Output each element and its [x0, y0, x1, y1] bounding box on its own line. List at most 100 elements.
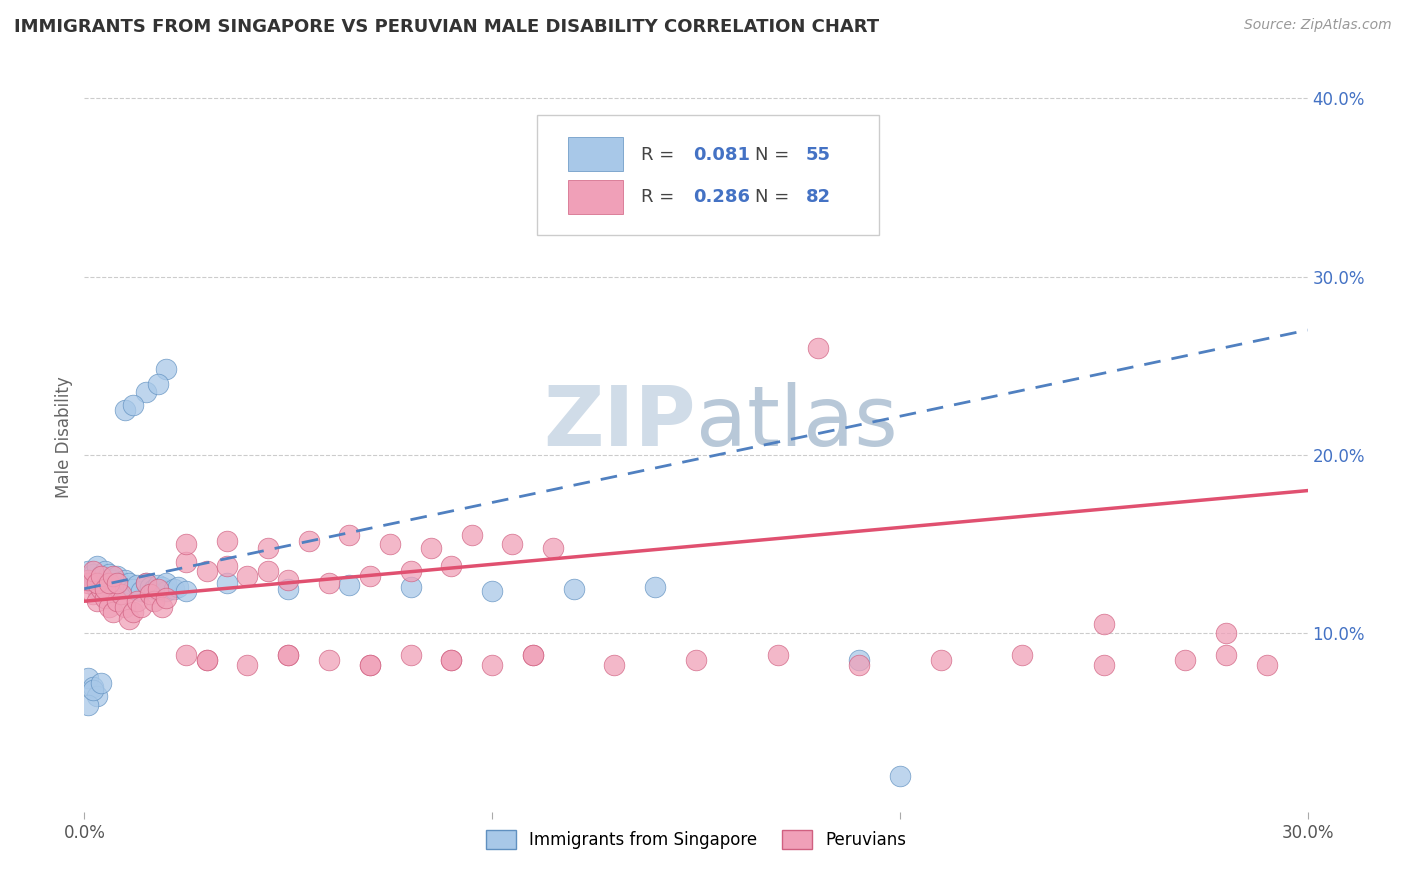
Point — [399, 580, 422, 594]
Point — [339, 578, 361, 592]
Point — [138, 587, 160, 601]
Point — [101, 573, 124, 587]
Point — [461, 528, 484, 542]
Point — [97, 576, 120, 591]
Point — [93, 582, 115, 596]
Point — [86, 558, 108, 573]
Point — [86, 689, 108, 703]
Point — [277, 573, 299, 587]
Point — [82, 576, 104, 591]
Point — [114, 582, 136, 596]
Point — [105, 576, 128, 591]
Point — [644, 580, 666, 594]
Point — [110, 576, 132, 591]
Point — [217, 558, 239, 573]
Point — [131, 599, 153, 614]
Point — [118, 612, 141, 626]
Point — [93, 564, 115, 578]
Point — [155, 591, 177, 605]
Point — [122, 398, 145, 412]
Point — [339, 528, 361, 542]
Point — [195, 653, 218, 667]
Point — [277, 648, 299, 662]
Point — [1092, 658, 1115, 673]
Text: ZIP: ZIP — [544, 382, 696, 463]
Point — [318, 653, 340, 667]
Point — [93, 591, 115, 605]
Point — [122, 605, 145, 619]
Point — [82, 564, 104, 578]
Point — [131, 583, 153, 598]
Point — [685, 180, 707, 194]
Point — [217, 576, 239, 591]
Point — [146, 376, 169, 391]
Point — [543, 541, 565, 555]
Point — [522, 648, 544, 662]
Point — [174, 583, 197, 598]
Point — [440, 653, 463, 667]
Point — [97, 576, 120, 591]
Point — [848, 658, 870, 673]
Point — [135, 576, 157, 591]
Point — [155, 583, 177, 598]
Point — [93, 580, 115, 594]
Point — [155, 576, 177, 591]
Point — [90, 569, 112, 583]
Point — [135, 385, 157, 400]
Point — [86, 573, 108, 587]
Point — [277, 648, 299, 662]
Point — [1215, 648, 1237, 662]
Text: atlas: atlas — [696, 382, 897, 463]
Text: IMMIGRANTS FROM SINGAPORE VS PERUVIAN MALE DISABILITY CORRELATION CHART: IMMIGRANTS FROM SINGAPORE VS PERUVIAN MA… — [14, 18, 879, 36]
Point — [359, 569, 381, 583]
Point — [217, 533, 239, 548]
Point — [257, 564, 280, 578]
Point — [257, 541, 280, 555]
Point — [155, 362, 177, 376]
Point — [848, 653, 870, 667]
Point — [318, 576, 340, 591]
Point — [90, 578, 112, 592]
Point — [399, 564, 422, 578]
Point — [236, 569, 259, 583]
Point — [122, 582, 145, 596]
Point — [82, 683, 104, 698]
Point — [1215, 626, 1237, 640]
Text: 82: 82 — [806, 188, 831, 206]
Point — [105, 594, 128, 608]
Point — [90, 582, 112, 596]
Point — [195, 653, 218, 667]
Point — [82, 587, 104, 601]
Point — [359, 658, 381, 673]
Point — [114, 573, 136, 587]
Point — [101, 569, 124, 583]
Point — [420, 541, 443, 555]
Point — [114, 599, 136, 614]
Text: 0.081: 0.081 — [693, 145, 751, 163]
Point — [174, 537, 197, 551]
Point — [82, 567, 104, 582]
Point — [138, 580, 160, 594]
Point — [77, 698, 100, 712]
Point — [146, 582, 169, 596]
Point — [77, 573, 100, 587]
Point — [236, 658, 259, 673]
Point — [97, 567, 120, 582]
Point — [97, 599, 120, 614]
Point — [163, 582, 186, 596]
Point — [110, 587, 132, 601]
Point — [86, 576, 108, 591]
Bar — [568, 137, 623, 171]
Y-axis label: Male Disability: Male Disability — [55, 376, 73, 498]
Point — [1011, 648, 1033, 662]
FancyBboxPatch shape — [537, 115, 880, 235]
Point — [766, 648, 789, 662]
Point — [90, 569, 112, 583]
Point — [142, 582, 165, 596]
Point — [77, 671, 100, 685]
Point — [127, 578, 149, 592]
Point — [807, 341, 830, 355]
Point — [889, 769, 911, 783]
Text: R =: R = — [641, 188, 681, 206]
Point — [380, 537, 402, 551]
